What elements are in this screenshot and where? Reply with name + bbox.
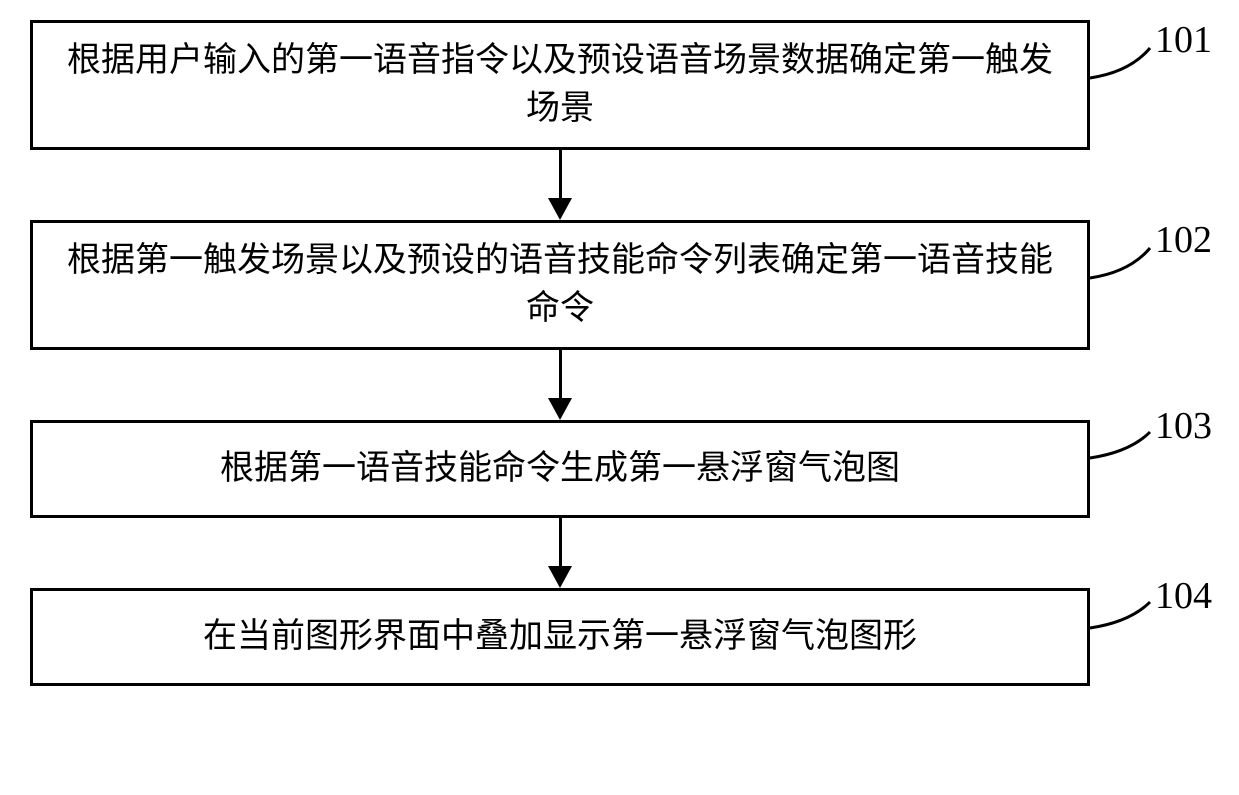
- step-label-2: 102: [1155, 218, 1212, 262]
- step-text: 根据第一触发场景以及预设的语音技能命令列表确定第一语音技能命令: [53, 237, 1067, 332]
- label-text: 104: [1155, 575, 1212, 617]
- step-label-3: 103: [1155, 404, 1212, 448]
- connector-curve-1: [1090, 48, 1150, 78]
- arrow-head-icon: [548, 398, 572, 420]
- step-text: 根据第一语音技能命令生成第一悬浮窗气泡图: [220, 445, 900, 493]
- arrow-line: [559, 350, 562, 400]
- flowchart-arrow: [30, 518, 1090, 588]
- step-label-4: 104: [1155, 574, 1212, 618]
- arrow-line: [559, 518, 562, 568]
- arrow-head-icon: [548, 566, 572, 588]
- flowchart-arrow: [30, 150, 1090, 220]
- flowchart-arrow: [30, 350, 1090, 420]
- flowchart-step-4: 在当前图形界面中叠加显示第一悬浮窗气泡图形: [30, 588, 1090, 686]
- step-text: 在当前图形界面中叠加显示第一悬浮窗气泡图形: [203, 613, 917, 661]
- step-label-1: 101: [1155, 18, 1212, 62]
- arrow-head-icon: [548, 198, 572, 220]
- label-text: 102: [1155, 219, 1212, 261]
- connector-curve-3: [1090, 432, 1150, 458]
- flowchart-step-3: 根据第一语音技能命令生成第一悬浮窗气泡图: [30, 420, 1090, 518]
- step-text: 根据用户输入的第一语音指令以及预设语音场景数据确定第一触发场景: [53, 37, 1067, 132]
- connector-curve-2: [1090, 248, 1150, 278]
- flowchart-step-1: 根据用户输入的第一语音指令以及预设语音场景数据确定第一触发场景: [30, 20, 1090, 150]
- arrow-line: [559, 150, 562, 200]
- flowchart-container: 根据用户输入的第一语音指令以及预设语音场景数据确定第一触发场景 根据第一触发场景…: [30, 20, 1090, 686]
- connector-curve-4: [1090, 602, 1150, 628]
- flowchart-step-2: 根据第一触发场景以及预设的语音技能命令列表确定第一语音技能命令: [30, 220, 1090, 350]
- label-text: 101: [1155, 19, 1212, 61]
- label-text: 103: [1155, 405, 1212, 447]
